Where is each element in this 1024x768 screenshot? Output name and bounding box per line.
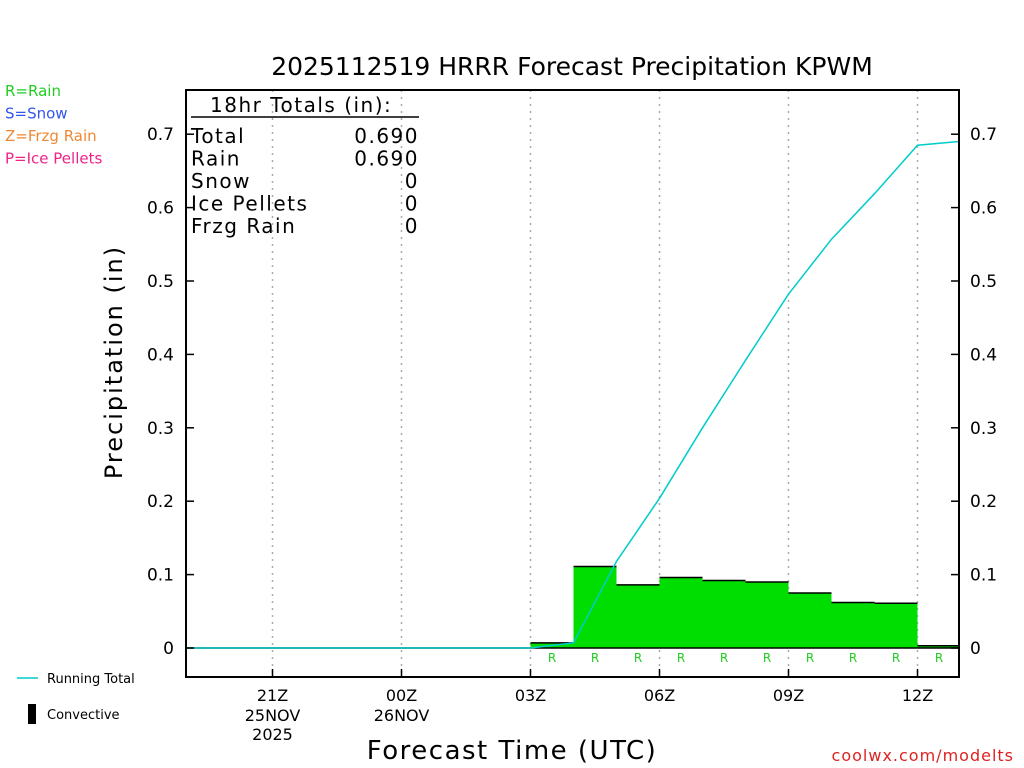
x-tick-date: 26NOV xyxy=(374,706,430,725)
ptype-label: R xyxy=(806,651,814,665)
precip-bar xyxy=(831,602,875,648)
totals-row-value: 0 xyxy=(405,214,419,238)
totals-row-label: Snow xyxy=(191,169,251,193)
ptype-label: R xyxy=(720,651,728,665)
y-tick-label-left: 0.7 xyxy=(147,125,174,145)
y-tick-label-right: 0.3 xyxy=(970,419,997,439)
x-tick-label: 09Z xyxy=(773,686,804,705)
ptype-label: R xyxy=(892,651,900,665)
totals-row-value: 0 xyxy=(405,169,419,193)
y-tick-label-right: 0.5 xyxy=(970,272,997,292)
ptype-label: R xyxy=(677,651,685,665)
x-tick-label: 03Z xyxy=(515,686,546,705)
precip-bar xyxy=(616,584,660,648)
precip-bar xyxy=(788,592,832,648)
y-axis-ticks: 0 00.1 0.10.2 0.20.3 0.30.4 0.40.5 0.50.6 0.60.… xyxy=(147,125,997,659)
x-tick-label: 12Z xyxy=(902,686,933,705)
x-tick-label: 06Z xyxy=(644,686,675,705)
legend-label: Convective xyxy=(47,708,120,723)
totals-row-label: Frzg Rain xyxy=(191,214,296,238)
ptype-label: R xyxy=(849,651,857,665)
series-legend: Running Total Convective xyxy=(17,672,135,724)
totals-header: 18hr Totals (in): xyxy=(210,93,392,117)
y-tick-label-right: 0.2 xyxy=(970,492,997,512)
ptype-legend: R=Rain S=Snow Z=Frzg Rain P=Ice Pellets xyxy=(5,82,102,168)
totals-row-label: Total xyxy=(190,124,245,148)
x-axis-label: Forecast Time (UTC) xyxy=(367,736,658,766)
legend-label: Running Total xyxy=(47,672,135,687)
y-tick-label-left: 0.4 xyxy=(147,345,174,365)
precip-bar xyxy=(917,645,959,648)
ptype-legend-item: P=Ice Pellets xyxy=(5,150,102,168)
y-tick-label-left: 0.5 xyxy=(147,272,174,292)
precip-bar xyxy=(745,581,789,648)
totals-row-label: Ice Pellets xyxy=(191,192,308,216)
hourly-bars xyxy=(186,565,959,649)
x-tick-label: 21Z xyxy=(257,686,288,705)
totals-row-label: Rain xyxy=(191,147,241,171)
ptype-legend-item: S=Snow xyxy=(5,105,68,123)
plot-frame xyxy=(185,89,960,678)
y-tick-label-left: 0 xyxy=(163,639,174,659)
y-tick-label-right: 0.4 xyxy=(970,345,997,365)
ptype-legend-item: R=Rain xyxy=(5,82,61,100)
y-tick-label-left: 0.1 xyxy=(147,566,174,586)
ptype-legend-item: Z=Frzg Rain xyxy=(5,127,97,145)
y-tick-label-right: 0.6 xyxy=(970,199,997,219)
totals-row-value: 0.690 xyxy=(354,147,419,171)
ptype-label: R xyxy=(591,651,599,665)
legend-bar-swatch xyxy=(28,704,36,724)
x-tick-year: 2025 xyxy=(252,725,293,744)
totals-row-value: 0 xyxy=(405,192,419,216)
precip-bar xyxy=(874,603,918,648)
y-tick-label-left: 0.2 xyxy=(147,492,174,512)
y-axis-label: Precipitation (in) xyxy=(100,245,128,479)
ptype-label: R xyxy=(634,651,642,665)
totals-box: 18hr Totals (in): Total 0.690 Rain 0.690 Snow… xyxy=(190,93,419,238)
precip-bar xyxy=(573,566,617,648)
precip-bar xyxy=(659,577,703,648)
y-tick-label-right: 0 xyxy=(970,639,981,659)
precip-bar xyxy=(702,580,746,648)
y-tick-label-right: 0.7 xyxy=(970,125,997,145)
series-lines xyxy=(186,140,960,649)
ptype-label: R xyxy=(548,651,556,665)
totals-row-value: 0.690 xyxy=(354,124,419,148)
y-tick-label-left: 0.6 xyxy=(147,199,174,219)
chart-title: 2025112519 HRRR Forecast Precipitation K… xyxy=(271,52,873,81)
y-tick-label-right: 0.1 xyxy=(970,566,997,586)
x-tick-date: 25NOV xyxy=(245,706,301,725)
x-tick-label: 00Z xyxy=(386,686,417,705)
running-total-line xyxy=(186,140,960,649)
ptype-label: R xyxy=(935,651,943,665)
y-tick-label-left: 0.3 xyxy=(147,419,174,439)
credit-link[interactable]: coolwx.com/modelts xyxy=(832,746,1014,765)
ptype-label: R xyxy=(763,651,771,665)
